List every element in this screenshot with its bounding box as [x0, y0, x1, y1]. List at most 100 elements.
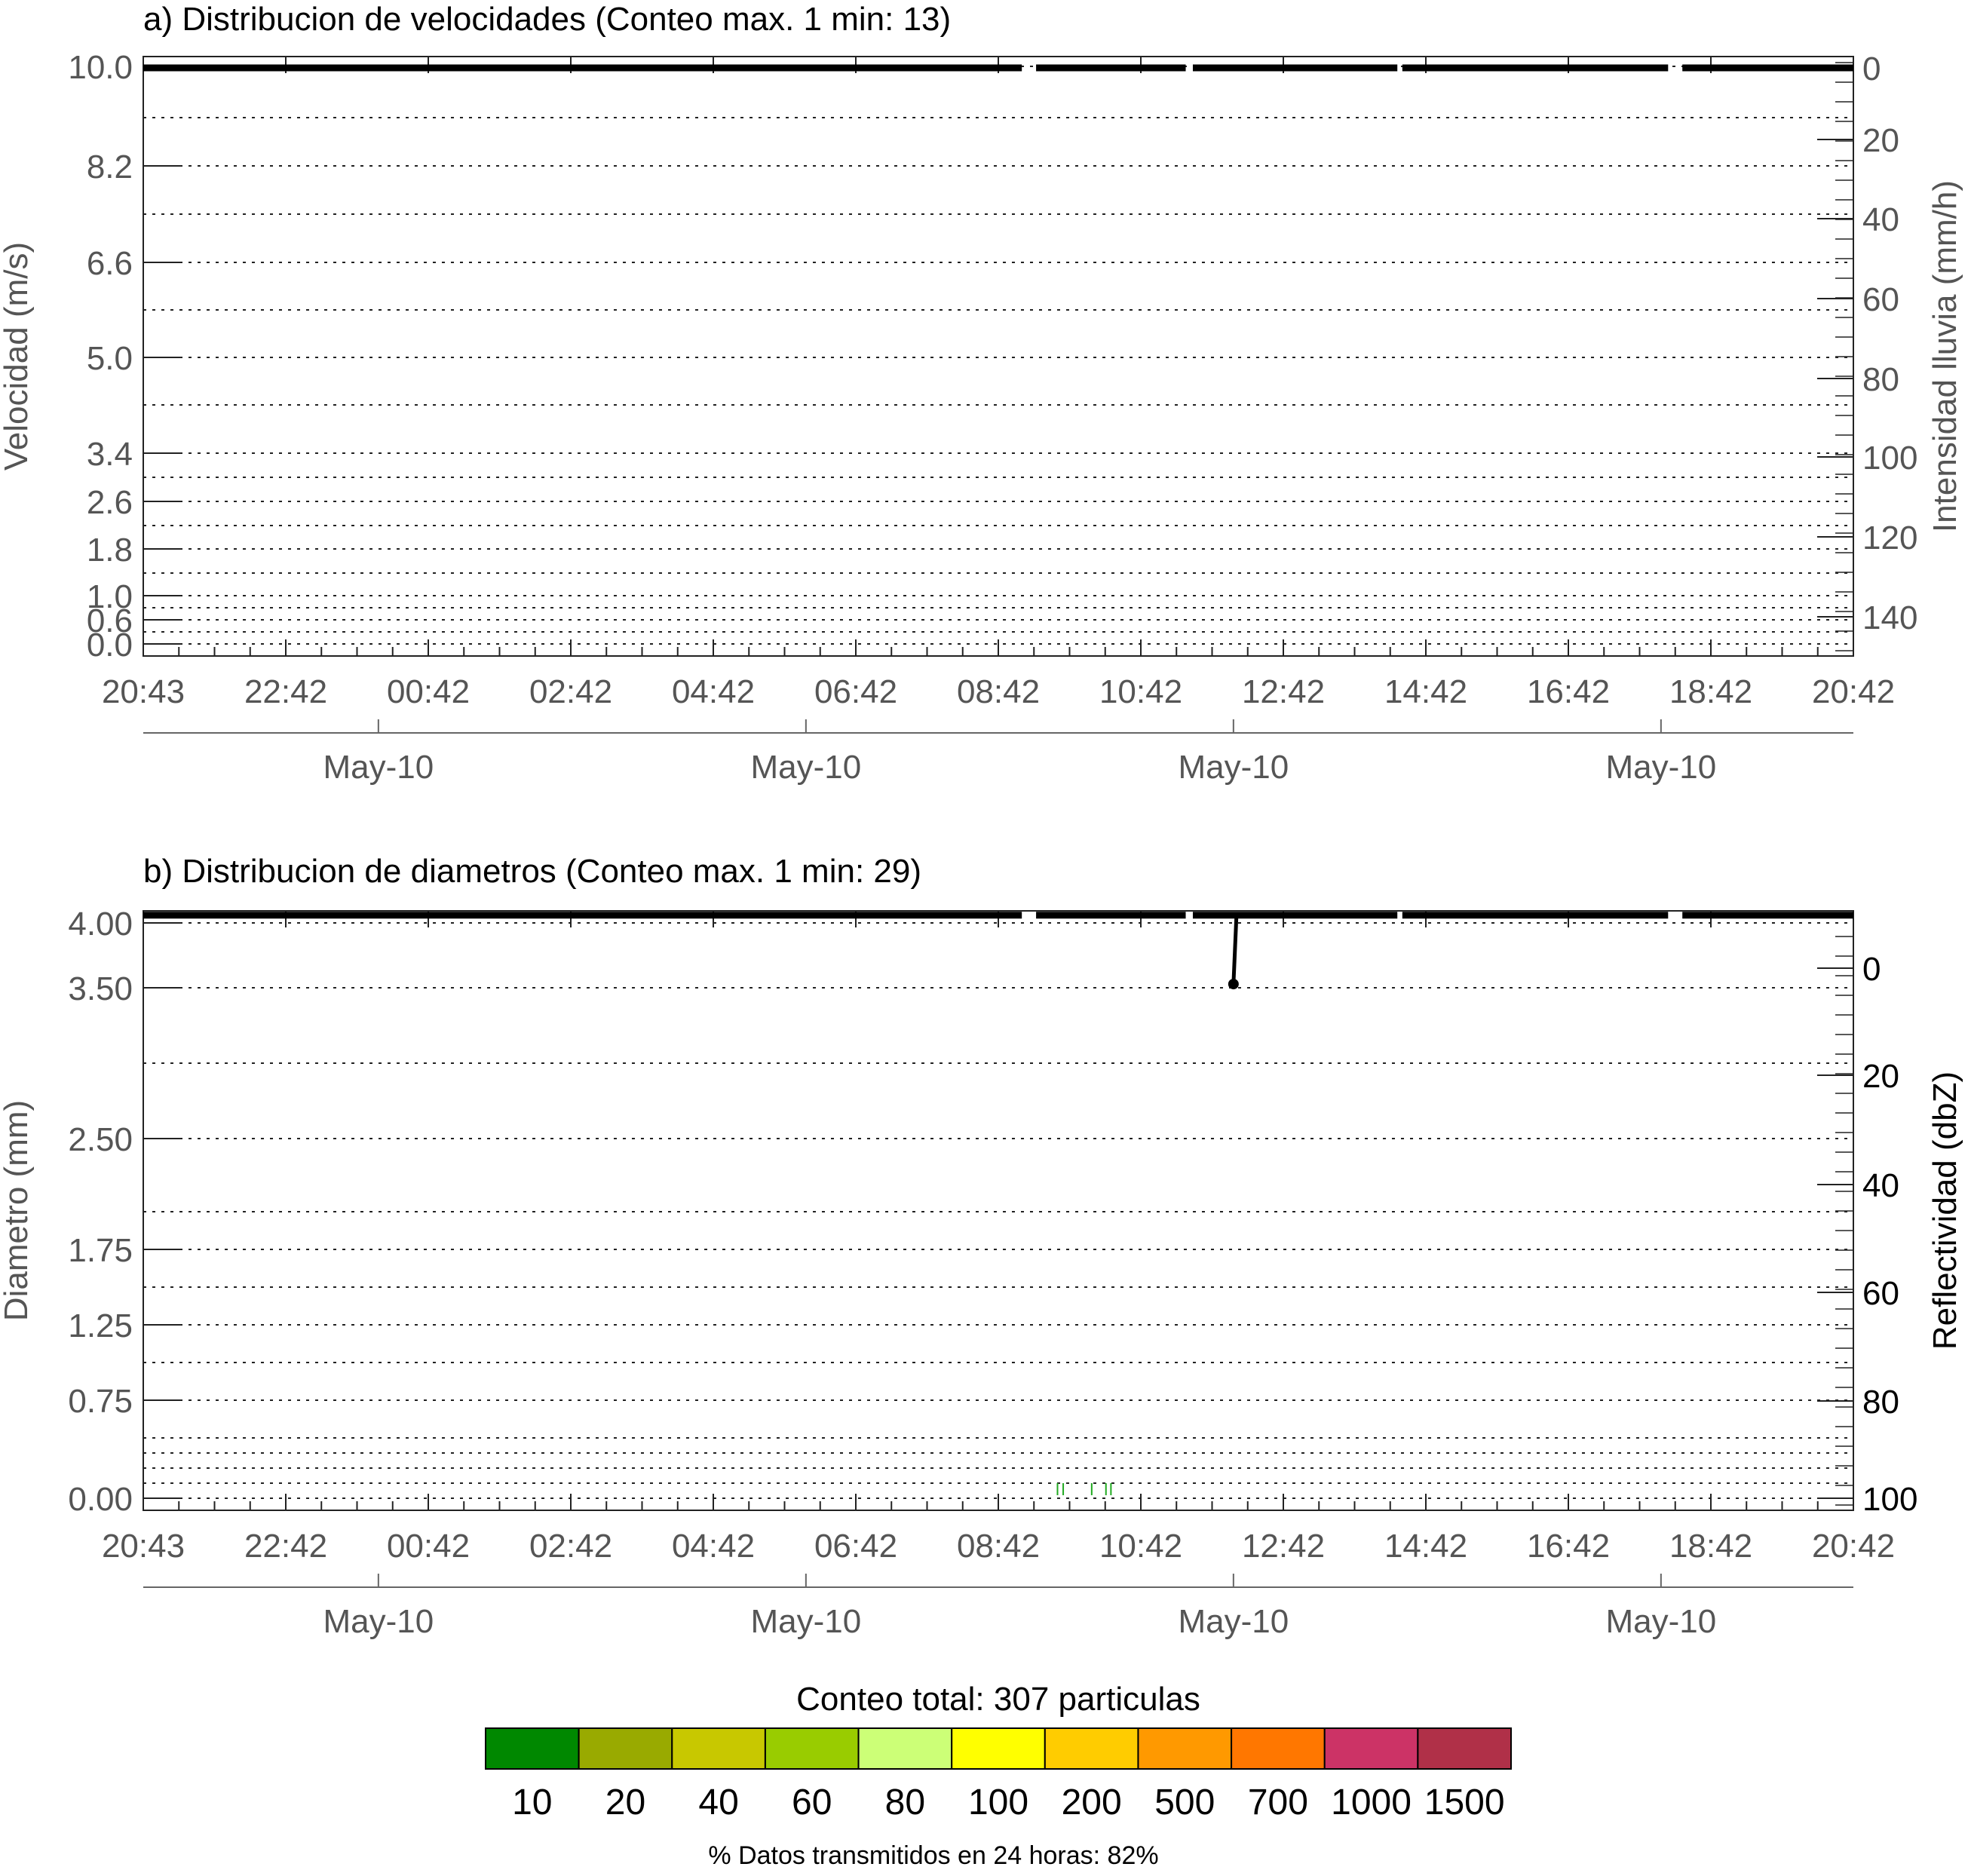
- x-tick-label: 12:42: [1242, 673, 1325, 710]
- y-tick-label: 1.75: [68, 1232, 133, 1269]
- colorbar-label: 10: [512, 1783, 552, 1822]
- y2-tick-label: 60: [1862, 281, 1899, 318]
- y2-tick-label: 80: [1862, 1384, 1899, 1421]
- y2-tick-label: 40: [1862, 201, 1899, 238]
- x-tick-label: 20:43: [102, 1528, 185, 1565]
- colorbar-swatch: [951, 1727, 1046, 1770]
- count-cell: [1062, 1483, 1065, 1495]
- y-tick-label: 8.2: [87, 149, 133, 185]
- x-tick-label: 14:42: [1384, 673, 1467, 710]
- colorbar-swatch: [1417, 1727, 1513, 1770]
- y2-tick-label: 140: [1862, 599, 1917, 636]
- count-cell: [1090, 1483, 1093, 1495]
- y2-tick-label: 120: [1862, 520, 1917, 556]
- x-tick-label: 12:42: [1242, 1528, 1325, 1565]
- x-tick-label: 02:42: [529, 673, 612, 710]
- date-label: May-10: [1178, 749, 1289, 786]
- y-tick-label: 6.6: [87, 245, 133, 282]
- colorbar: Conteo total: 307 particulas 10 20 40 60 80 10…: [485, 1681, 1513, 1822]
- y-tick-label: 10.0: [68, 49, 133, 86]
- x-tick-label: 10:42: [1099, 1528, 1182, 1565]
- y-tick-label: 1.0: [87, 578, 133, 615]
- x-tick-label: 02:42: [529, 1528, 612, 1565]
- colorbar-label: 1000: [1331, 1783, 1412, 1822]
- x-tick-label: 18:42: [1669, 673, 1752, 710]
- x-tick-label: 22:42: [244, 1528, 327, 1565]
- y2-axis-label: Intensidad lluvia (mm/h): [1927, 180, 1963, 532]
- colorbar-swatch: [1137, 1727, 1233, 1770]
- y2-tick-label: 100: [1862, 1481, 1917, 1518]
- y-tick-label: 4.00: [68, 906, 133, 943]
- x-tick-label: 00:42: [387, 673, 470, 710]
- count-cell: [1110, 1483, 1112, 1495]
- y-tick-label: 0.00: [68, 1481, 133, 1518]
- y-tick-label: 2.6: [87, 484, 133, 521]
- date-label: May-10: [1605, 1603, 1716, 1640]
- panel-b-diameter: b) Distribucion de diametros (Conteo max…: [0, 853, 1963, 1640]
- y2-tick-label: 80: [1862, 361, 1899, 398]
- colorbar-swatch: [857, 1727, 953, 1770]
- y-tick-label: 1.25: [68, 1307, 133, 1344]
- x-tick-label: 20:43: [102, 673, 185, 710]
- date-label: May-10: [750, 749, 861, 786]
- colorbar-label: 80: [885, 1783, 925, 1822]
- x-tick-label: 06:42: [814, 1528, 897, 1565]
- x-tick-label: 16:42: [1527, 1528, 1610, 1565]
- chart-title: b) Distribucion de diametros (Conteo max…: [143, 853, 921, 890]
- series-spike: [1231, 915, 1239, 985]
- y-tick-label: 3.50: [68, 970, 133, 1007]
- colorbar-label: 100: [968, 1783, 1028, 1822]
- y-tick-label: 0.6: [87, 602, 133, 639]
- colorbar-swatch: [485, 1727, 580, 1770]
- colorbar-label: 20: [605, 1783, 645, 1822]
- colorbar-swatch: [1231, 1727, 1326, 1770]
- colorbar-swatch: [1044, 1727, 1139, 1770]
- y-tick-label: 3.4: [87, 436, 133, 473]
- x-tick-label: 04:42: [672, 673, 755, 710]
- y-axis-label: Diametro (mm): [0, 1100, 35, 1321]
- y2-tick-label: 40: [1862, 1167, 1899, 1204]
- x-tick-label: 20:42: [1812, 673, 1895, 710]
- colorbar-label: 1500: [1424, 1783, 1505, 1822]
- x-tick-label: 20:42: [1812, 1528, 1895, 1565]
- plot-frame: [143, 910, 1854, 1511]
- colorbar-label: 200: [1062, 1783, 1122, 1822]
- date-label: May-10: [1605, 749, 1716, 786]
- footer-note: % Datos transmitidos en 24 horas: 82%: [708, 1841, 1158, 1870]
- y2-tick-label: 20: [1862, 122, 1899, 159]
- colorbar-swatch: [578, 1727, 673, 1770]
- date-label: May-10: [1178, 1603, 1289, 1640]
- colorbar-label: 60: [792, 1783, 832, 1822]
- chart-title: a) Distribucion de velocidades (Conteo m…: [143, 1, 951, 38]
- colorbar-title: Conteo total: 307 particulas: [796, 1681, 1200, 1718]
- colorbar-swatch: [671, 1727, 766, 1770]
- x-tick-label: 04:42: [672, 1528, 755, 1565]
- y2-tick-label: 0: [1862, 951, 1881, 988]
- x-tick-label: 00:42: [387, 1528, 470, 1565]
- panel-a-velocity: a) Distribucion de velocidades (Conteo m…: [0, 1, 1963, 786]
- colorbar-swatch: [1323, 1727, 1419, 1770]
- date-label: May-10: [750, 1603, 861, 1640]
- plot-frame: [143, 56, 1854, 657]
- colorbar-label: 700: [1248, 1783, 1308, 1822]
- x-tick-label: 08:42: [957, 1528, 1040, 1565]
- colorbar-label: 500: [1154, 1783, 1215, 1822]
- x-tick-label: 14:42: [1384, 1528, 1467, 1565]
- x-tick-label: 08:42: [957, 673, 1040, 710]
- y-tick-label: 0.75: [68, 1383, 133, 1420]
- y-tick-label: 1.8: [87, 532, 133, 569]
- date-label: May-10: [323, 1603, 434, 1640]
- y-tick-label: 0.0: [87, 627, 133, 664]
- colorbar-swatch: [764, 1727, 860, 1770]
- series-point: [1228, 979, 1239, 990]
- y2-tick-label: 0: [1862, 51, 1881, 87]
- y2-axis-label: Reflectividad (dbZ): [1927, 1071, 1963, 1350]
- x-tick-label: 22:42: [244, 673, 327, 710]
- y-tick-label: 2.50: [68, 1121, 133, 1158]
- y2-tick-label: 100: [1862, 440, 1917, 477]
- x-tick-label: 06:42: [814, 673, 897, 710]
- y2-tick-label: 20: [1862, 1058, 1899, 1095]
- x-tick-label: 16:42: [1527, 673, 1610, 710]
- count-cell: [1105, 1483, 1107, 1495]
